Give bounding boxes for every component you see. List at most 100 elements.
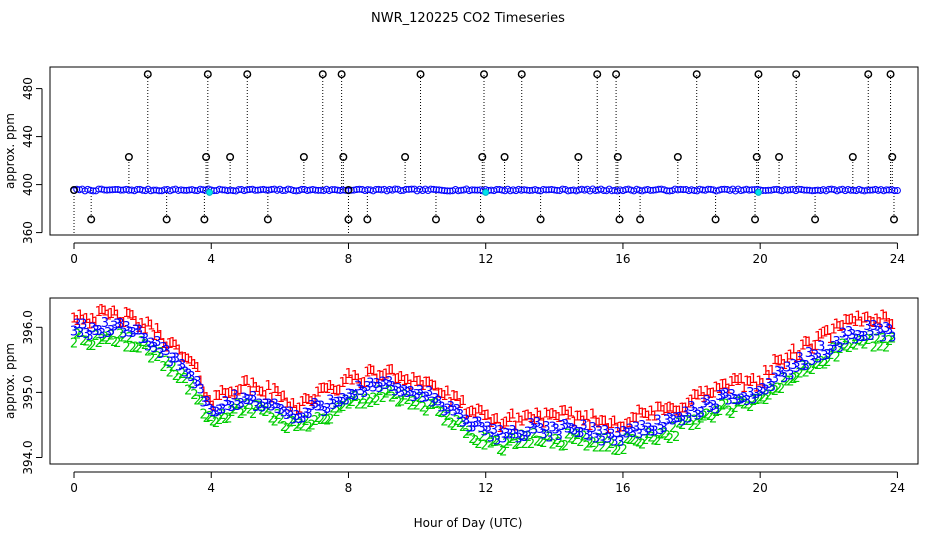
- series-1-point: 1: [348, 374, 356, 389]
- series-2-point: 2: [496, 443, 504, 458]
- series-3-point: 3: [789, 358, 797, 373]
- series-3-point: 3: [678, 414, 686, 429]
- series-3-point: 3: [802, 359, 810, 374]
- series-2-point: 2: [440, 415, 448, 430]
- series-2-point: 2: [203, 411, 211, 426]
- series-3-point: 3: [289, 412, 297, 427]
- series-1-point: 1: [734, 374, 742, 389]
- series-1-point: 1: [564, 408, 572, 423]
- series-1-point: 1: [267, 392, 275, 407]
- series-2-point: 2: [616, 435, 624, 450]
- series-2-point: 2: [240, 405, 248, 420]
- series-3-point: 3: [604, 432, 612, 447]
- series-1-point: 1: [88, 312, 96, 327]
- series-1-point: 1: [743, 375, 751, 390]
- series-3-point: 3: [721, 387, 729, 402]
- series-3-point: 3: [456, 408, 464, 423]
- series-3-point: 3: [524, 426, 532, 441]
- series-1-point: 1: [700, 391, 708, 406]
- series-1-point: 1: [422, 376, 430, 391]
- series-1-point: 1: [129, 309, 137, 324]
- flagged-point: [243, 70, 252, 79]
- series-2-point: 2: [826, 348, 834, 363]
- series-3-point: 3: [376, 381, 384, 396]
- series-2-point: 2: [348, 395, 356, 410]
- series-1-point: 1: [209, 400, 217, 415]
- series-3-point: 3: [873, 325, 881, 340]
- series-3-point: 3: [107, 324, 115, 339]
- series-1-point: 1: [598, 414, 606, 429]
- series-3-point: 3: [632, 421, 640, 436]
- series-2-point: 2: [317, 413, 325, 428]
- series-3-point: 3: [209, 405, 217, 420]
- series-3-point: 3: [848, 328, 856, 343]
- series-1-point: 1: [301, 392, 309, 407]
- series-1-point: 1: [258, 385, 266, 400]
- series-2-point: 2: [419, 400, 427, 415]
- series-3-point: 3: [301, 406, 309, 421]
- baseline-point: [616, 186, 624, 194]
- series-2-point: 2: [351, 390, 359, 405]
- series-2-point: 2: [277, 412, 285, 427]
- series-3-point: 3: [406, 385, 414, 400]
- series-2-point: 2: [153, 350, 161, 365]
- baseline-point: [762, 186, 770, 194]
- series-3-point: 3: [425, 385, 433, 400]
- baseline-point: [257, 186, 265, 194]
- series-3-point: 3: [666, 412, 674, 427]
- series-1-point: 1: [468, 404, 476, 419]
- series-3-point: 3: [292, 409, 300, 424]
- series-2-point: 2: [218, 408, 226, 423]
- series-2-point: 2: [721, 397, 729, 412]
- baseline-point: [119, 186, 127, 194]
- series-1-point: 1: [539, 416, 547, 431]
- series-1-point: 1: [632, 412, 640, 427]
- series-3-point: 3: [431, 392, 439, 407]
- series-2-point: 2: [638, 437, 646, 452]
- series-1-point: 1: [431, 379, 439, 394]
- baseline-point: [375, 185, 383, 193]
- series-1-point: 1: [234, 384, 242, 399]
- series-3-point: 3: [653, 414, 661, 429]
- series-2-point: 2: [193, 394, 201, 409]
- series-1-point: 1: [203, 391, 211, 406]
- series-1-point: 1: [854, 310, 862, 325]
- series-3-point: 3: [382, 378, 390, 393]
- series-1-point: 1: [440, 389, 448, 404]
- series-1-point: 1: [870, 316, 878, 331]
- series-3-point: 3: [561, 418, 569, 433]
- series-2-point: 2: [592, 441, 600, 456]
- flagged-point: [363, 215, 372, 224]
- series-2-point: 2: [413, 399, 421, 414]
- flagged-point: [416, 70, 425, 79]
- series-3-point: 3: [73, 317, 81, 332]
- series-3-point: 3: [839, 326, 847, 341]
- series-1-point: 1: [122, 306, 130, 321]
- series-2-point: 2: [104, 333, 112, 348]
- series-3-point: 3: [795, 351, 803, 366]
- series-1-point: 1: [286, 400, 294, 415]
- series-1-point: 1: [542, 406, 550, 421]
- flagged-point: [202, 152, 211, 161]
- series-1-point: 1: [555, 411, 563, 426]
- series-2-point: 2: [369, 392, 377, 407]
- series-3-point: 3: [91, 324, 99, 339]
- series-1-point: 1: [172, 339, 180, 354]
- series-3-point: 3: [635, 428, 643, 443]
- series-1-point: 1: [305, 393, 313, 408]
- series-2-point: 2: [422, 404, 430, 419]
- series-3-point: 3: [252, 400, 260, 415]
- series-3-point: 3: [215, 403, 223, 418]
- series-2-point: 2: [271, 414, 279, 429]
- series-1-point: 1: [771, 353, 779, 368]
- series-2-point: 2: [619, 443, 627, 458]
- series-1-point: 1: [425, 375, 433, 390]
- series-3-point: 3: [308, 399, 316, 414]
- series-1-point: 1: [805, 336, 813, 351]
- series-2-point: 2: [882, 341, 890, 356]
- series-1-point: 1: [829, 323, 837, 338]
- series-1-point: 1: [308, 395, 316, 410]
- series-1-point: 1: [579, 415, 587, 430]
- series-2-point: 2: [836, 342, 844, 357]
- series-1-point: 1: [406, 378, 414, 393]
